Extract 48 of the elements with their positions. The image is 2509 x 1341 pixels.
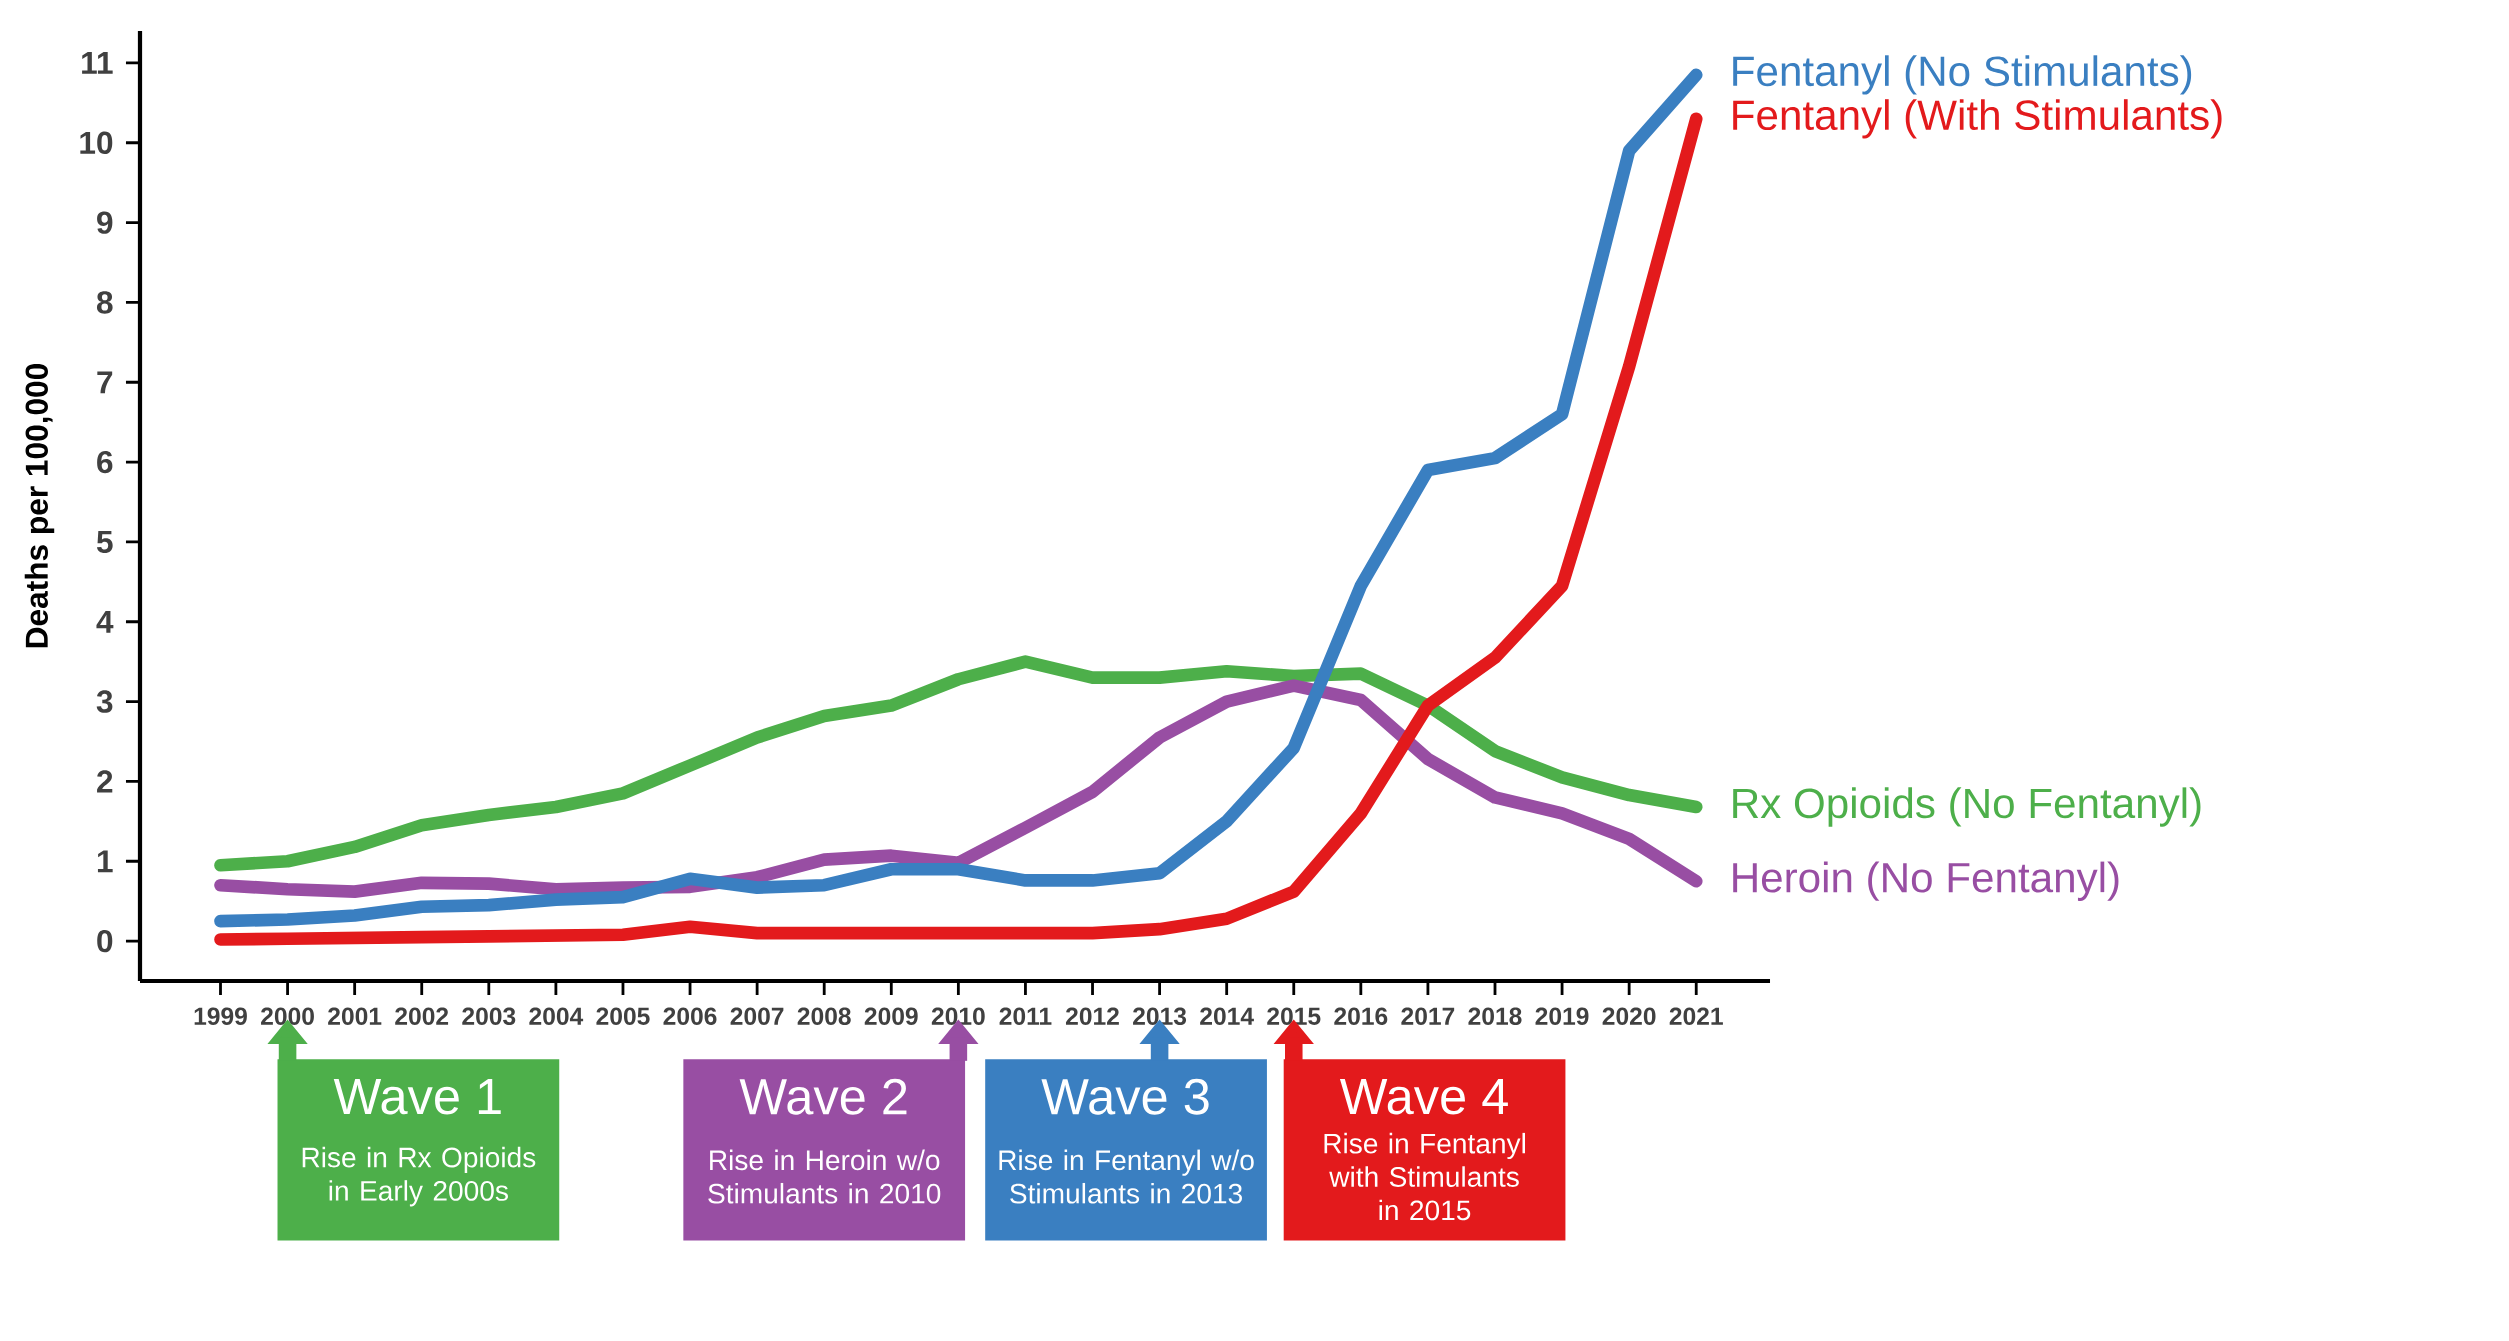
x-tick-label: 2016 — [1334, 1007, 1388, 1025]
series-label: Heroin (No Fentanyl) — [1733, 861, 2119, 901]
y-tick-label: 8 — [96, 291, 113, 314]
y-tick-label: 3 — [96, 690, 113, 713]
y-tick-label: 2 — [97, 770, 113, 793]
text: Wave 3 — [1041, 1078, 1209, 1115]
x-tick-label: 2011 — [999, 1007, 1052, 1025]
x-tick-label: 2001 — [328, 1007, 382, 1025]
y-axis-title: Deaths per 100,000 — [24, 364, 55, 648]
text: Rise in Heroin w/o Stimulants in 2010 — [708, 1149, 941, 1204]
text: Rise in Fentanyl w/o Stimulants in 2013 — [999, 1149, 1254, 1204]
y-tick-label: 0 — [97, 929, 113, 953]
text: Rise in Rx Opioids in Early 2000s — [302, 1146, 536, 1207]
x-tick-label: 2015 — [1267, 1007, 1321, 1025]
x-tick-label: 2002 — [395, 1007, 449, 1025]
x-tick-label: 1999 — [194, 1007, 247, 1025]
x-tick-label: 2009 — [864, 1007, 918, 1025]
x-tick-label: 2021 — [1669, 1007, 1723, 1025]
x-tick-label: 2014 — [1200, 1007, 1254, 1025]
x-tick-label: 2006 — [663, 1007, 717, 1025]
y-tick-label: 1 — [97, 850, 113, 873]
x-tick-label: 2019 — [1535, 1007, 1589, 1025]
y-tick-label: 6 — [97, 450, 113, 474]
series-label: Fentanyl (No Stimulants) — [1733, 55, 2192, 95]
x-tick-label: 2005 — [596, 1007, 650, 1025]
text: Rise in Fentanyl with Stimulants in 2015 — [1324, 1132, 1525, 1221]
x-tick-label: 2007 — [730, 1007, 784, 1025]
series-label: Rx Opioids (No Fentanyl) — [1733, 787, 2201, 827]
x-tick-label: 2012 — [1065, 1007, 1119, 1025]
x-tick-label: 2013 — [1133, 1007, 1187, 1025]
text: Wave 1 — [333, 1079, 501, 1115]
text: Wave 2 — [739, 1078, 907, 1115]
y-tick-label: 9 — [97, 211, 113, 234]
x-tick-label: 2008 — [797, 1007, 851, 1025]
x-tick-label: 2000 — [261, 1007, 314, 1025]
y-tick-label: 11 — [82, 52, 113, 74]
x-tick-label: 2017 — [1401, 1007, 1455, 1025]
series-label: Fentanyl (With Stimulants) — [1733, 99, 2222, 139]
y-tick-label: 5 — [96, 530, 113, 553]
x-tick-label: 2020 — [1602, 1007, 1656, 1025]
y-tick-label: 4 — [96, 610, 114, 633]
x-tick-label: 2018 — [1468, 1007, 1522, 1025]
text: Wave 4 — [1339, 1079, 1508, 1115]
y-tick-label: 7 — [97, 371, 113, 394]
x-tick-label: 2010 — [931, 1007, 985, 1025]
y-tick-label: 10 — [80, 131, 113, 154]
x-tick-label: 2004 — [529, 1007, 584, 1025]
x-tick-label: 2003 — [462, 1007, 516, 1025]
